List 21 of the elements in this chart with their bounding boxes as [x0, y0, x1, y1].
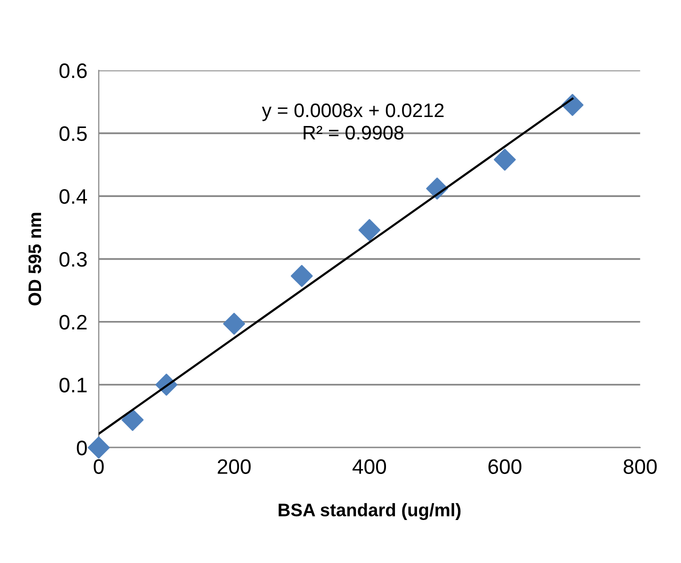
y-tick-label: 0.5	[59, 126, 87, 141]
point	[88, 436, 110, 459]
annotation: y = 0.0008x + 0.0212 R² = 0.9908	[262, 103, 444, 140]
point	[223, 312, 246, 335]
x-tick-label: 600	[488, 459, 522, 474]
y-axis-title: OD 595 nm	[28, 212, 42, 306]
y-tick-label: 0.3	[59, 252, 87, 267]
x-tick-label: 200	[218, 459, 251, 474]
point	[290, 264, 313, 287]
point	[494, 148, 516, 171]
y-tick-label: 0.4	[59, 189, 88, 204]
y-tick-label: 0.2	[59, 314, 87, 330]
point	[358, 219, 380, 242]
x-tick-label: 0	[94, 459, 104, 474]
y-tick-label: 0	[76, 440, 87, 456]
x-axis-title: BSA standard (ug/ml)	[278, 503, 460, 520]
x-tick-label: 800	[624, 459, 657, 474]
x-tick-label: 400	[352, 459, 386, 474]
y-tick-label: 0.6	[59, 63, 87, 78]
y-tick-label: 0.1	[59, 378, 87, 392]
point	[122, 408, 144, 431]
